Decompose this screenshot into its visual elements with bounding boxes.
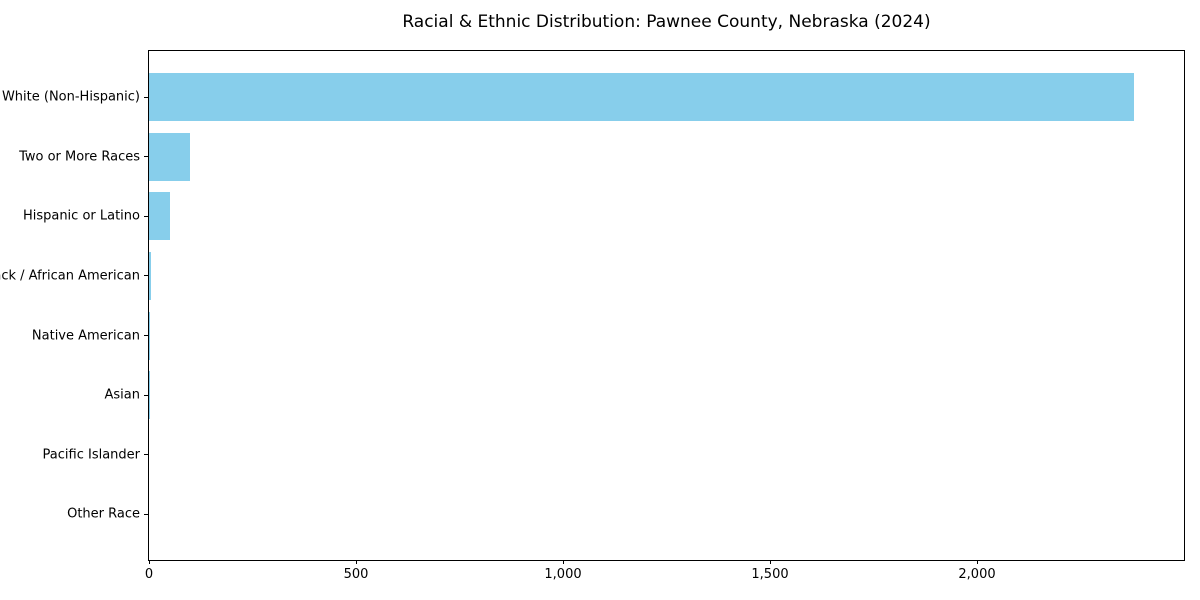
x-tick-label: 2,000 xyxy=(958,567,996,582)
x-tick-label: 1,000 xyxy=(544,567,582,582)
x-tick-label: 500 xyxy=(343,567,369,582)
y-axis-category-label: Pacific Islander xyxy=(42,447,140,463)
y-tick-mark xyxy=(144,215,148,217)
plot-area: White (Non-Hispanic) Two or More Races His… xyxy=(0,50,1185,582)
y-axis-category-label: Asian xyxy=(104,387,140,403)
x-tick-label: 0 xyxy=(144,567,154,582)
x-tick-label: 1,500 xyxy=(751,567,789,582)
y-tick-mark xyxy=(144,96,148,98)
y-tick-mark xyxy=(144,335,148,337)
x-tick-mark xyxy=(562,560,564,564)
y-tick-mark xyxy=(144,275,148,277)
y-axis-category-label: Native American xyxy=(31,328,140,344)
y-tick-mark xyxy=(144,454,148,456)
chart-bar xyxy=(149,132,191,181)
y-axis-category-label: Two or More Races xyxy=(19,149,140,165)
y-tick-mark xyxy=(144,394,148,396)
chart-bar xyxy=(149,311,151,360)
x-tick-mark xyxy=(976,560,978,564)
chart-bar xyxy=(149,73,1135,121)
y-axis-category-label: Black / African American xyxy=(0,268,140,284)
y-tick-mark xyxy=(144,513,148,515)
x-tick-mark xyxy=(769,560,771,564)
y-axis-category-label: White (Non-Hispanic) xyxy=(1,89,140,105)
chart-bar xyxy=(149,192,170,241)
chart-title: Racial & Ethnic Distribution: Pawnee Cou… xyxy=(402,12,931,32)
chart-bar xyxy=(149,371,150,420)
y-axis-category-label: Other Race xyxy=(67,506,140,522)
x-tick-mark xyxy=(148,560,150,564)
chart-bar xyxy=(149,251,152,300)
x-tick-mark xyxy=(355,560,357,564)
y-axis-category-label: Hispanic or Latino xyxy=(22,208,140,224)
y-tick-mark xyxy=(144,156,148,158)
